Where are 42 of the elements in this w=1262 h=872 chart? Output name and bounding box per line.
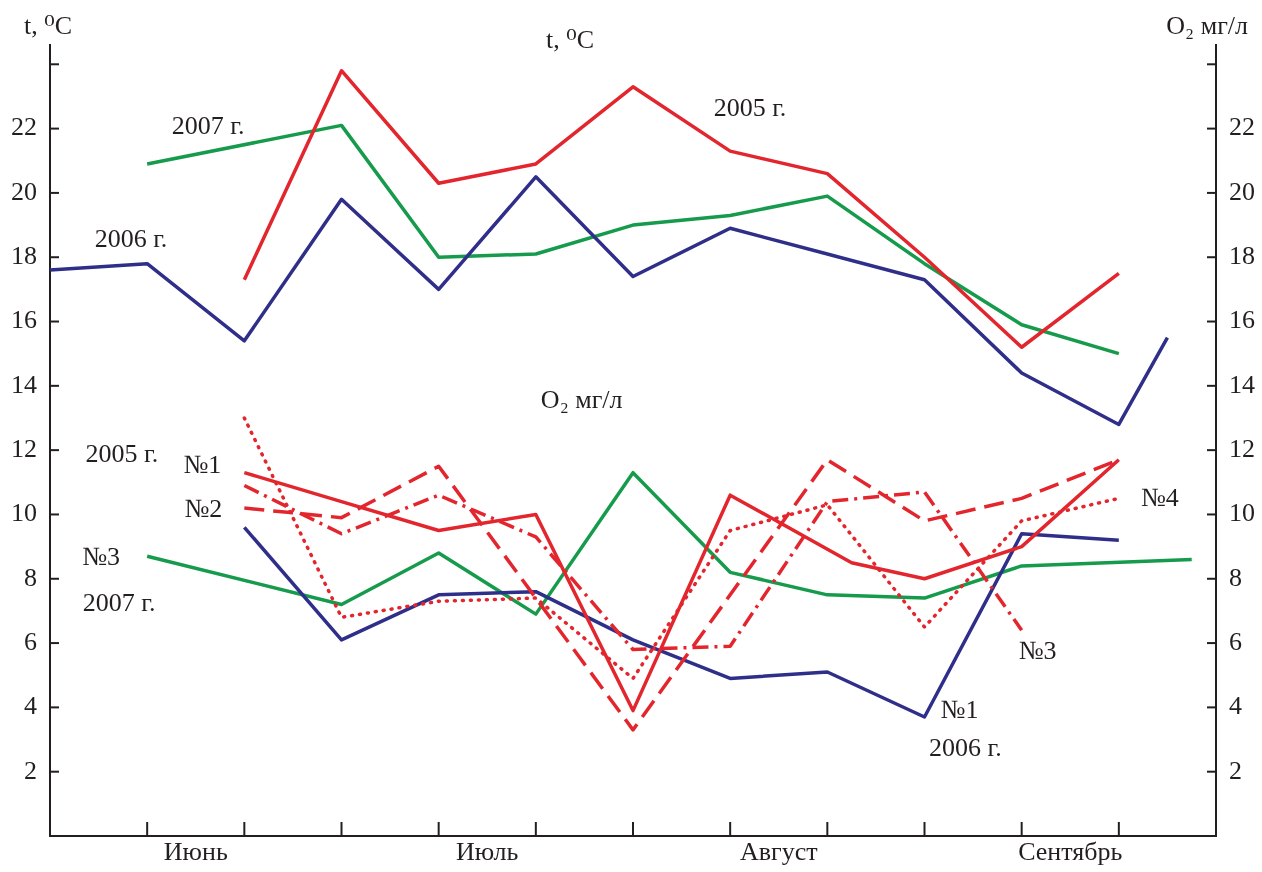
y2-tick-label: 18 bbox=[1229, 241, 1255, 271]
y2-tick-label: 2 bbox=[1229, 755, 1242, 785]
x-tick-label: Август bbox=[739, 837, 818, 867]
y-tick-label: 20 bbox=[11, 176, 37, 206]
series-label: 2007 г. bbox=[171, 110, 245, 140]
y-tick-label: 8 bbox=[24, 562, 37, 592]
y-tick-label: 18 bbox=[11, 241, 37, 271]
y2-tick-label: 14 bbox=[1229, 369, 1255, 399]
y-axis-title: t, ⁰C bbox=[24, 10, 72, 40]
y-tick-label: 2 bbox=[24, 755, 37, 785]
series-label: №3 bbox=[1018, 636, 1057, 666]
y-tick-label: 6 bbox=[24, 626, 37, 656]
series-label: №1 bbox=[940, 694, 979, 724]
series-label: 2006 г. bbox=[94, 223, 168, 253]
series-label: №1 bbox=[183, 450, 222, 480]
y-tick-label: 16 bbox=[11, 305, 37, 335]
series-label: 2005 г. bbox=[713, 92, 787, 122]
series-label: №3 bbox=[82, 542, 121, 572]
y2-tick-label: 10 bbox=[1229, 498, 1255, 528]
x-tick-label: Июнь bbox=[163, 837, 228, 867]
annotation: 2006 г. bbox=[928, 733, 1002, 763]
y2-tick-label: 16 bbox=[1229, 305, 1255, 335]
series-label: №2 bbox=[184, 493, 223, 523]
x-tick-label: Сентябрь bbox=[1018, 837, 1123, 867]
y2-tick-label: 8 bbox=[1229, 562, 1242, 592]
y2-tick-label: 22 bbox=[1229, 112, 1255, 142]
y2-tick-label: 4 bbox=[1229, 691, 1242, 721]
y-tick-label: 4 bbox=[24, 691, 37, 721]
y-tick-label: 22 bbox=[11, 112, 37, 142]
y-tick-label: 10 bbox=[11, 498, 37, 528]
x-tick-label: Июль bbox=[456, 837, 519, 867]
y-tick-label: 12 bbox=[11, 433, 37, 463]
annotation: 2005 г. bbox=[85, 438, 159, 468]
annotation: t, ⁰C bbox=[546, 24, 595, 54]
y2-tick-label: 20 bbox=[1229, 176, 1255, 206]
y2-axis-title: O₂ мг/л bbox=[1166, 10, 1249, 40]
series-label: №4 bbox=[1140, 483, 1179, 513]
annotation: O₂ мг/л bbox=[540, 384, 623, 414]
y-tick-label: 14 bbox=[11, 369, 37, 399]
y2-tick-label: 12 bbox=[1229, 433, 1255, 463]
annotation: 2007 г. bbox=[82, 588, 156, 618]
y2-tick-label: 6 bbox=[1229, 626, 1242, 656]
